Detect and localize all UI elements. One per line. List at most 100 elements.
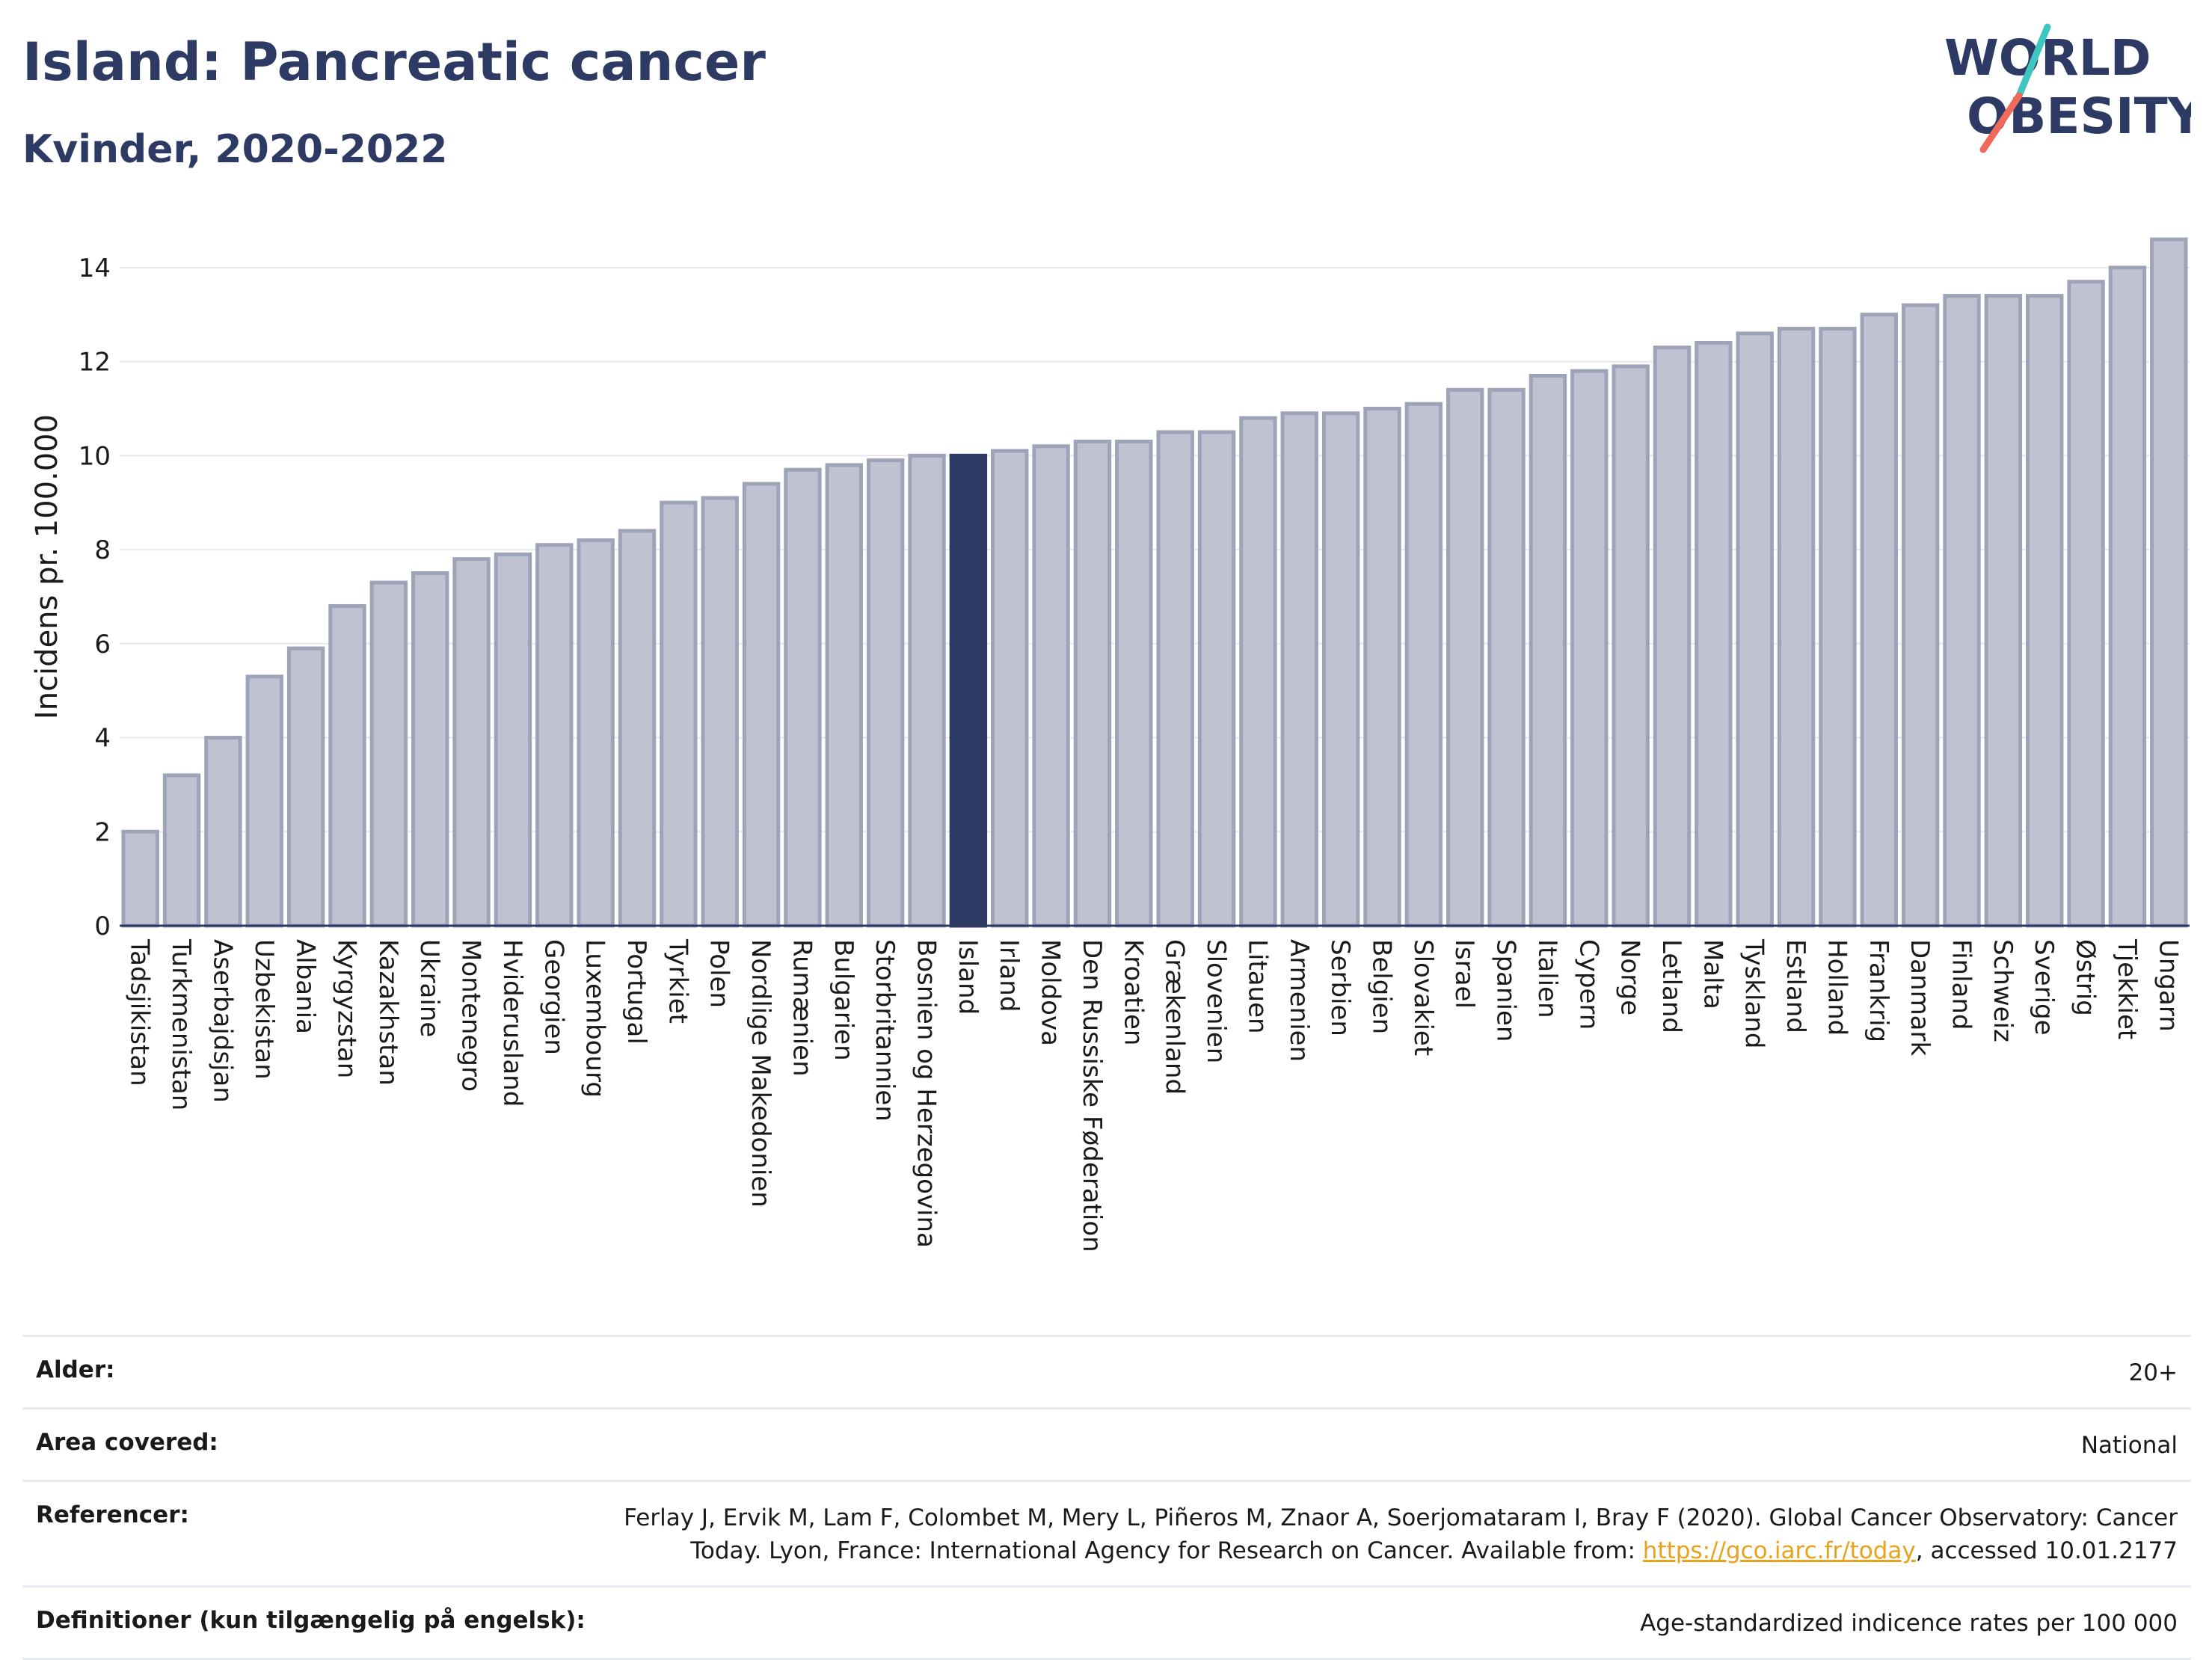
bars [121, 237, 2188, 928]
bar [452, 557, 491, 928]
bar [1197, 430, 1236, 928]
x-tick-label: Uzbekistan [249, 939, 279, 1080]
x-tick-label: Armenien [1284, 939, 1314, 1062]
x-tick-label: Nordlige Makedonien [746, 939, 775, 1208]
x-tick-label: Den Russiske Føderation [1077, 939, 1107, 1252]
age-label: Alder: [36, 1356, 115, 1383]
bar [1984, 294, 2023, 928]
bar [1612, 364, 1650, 928]
bar [1901, 303, 1940, 928]
bar [1695, 340, 1733, 928]
x-tick-label: Storbritannien [870, 939, 900, 1122]
x-tick-label: Slovakiet [1408, 939, 1438, 1056]
y-tick-label: 12 [79, 348, 111, 378]
bar [825, 463, 863, 928]
bar [1736, 331, 1774, 928]
y-tick-label: 0 [94, 912, 111, 941]
bar [1570, 369, 1609, 928]
x-tick-label: Letland [1656, 939, 1686, 1033]
y-tick-label: 8 [94, 535, 111, 565]
bar [908, 453, 946, 928]
info-row-age: Alder: 20+ [22, 1335, 2191, 1407]
x-tick-label: Italien [1532, 939, 1562, 1018]
bar [660, 500, 698, 928]
bar [1073, 439, 1112, 928]
chart-title: Island: Pancreatic cancer [22, 31, 766, 93]
area-label: Area covered: [36, 1429, 218, 1456]
bar [1446, 387, 1484, 928]
bar [328, 604, 366, 928]
y-tick-label: 10 [79, 441, 111, 471]
bar [2108, 265, 2147, 928]
info-table: Alder: 20+ Area covered: National Refere… [22, 1335, 2191, 1660]
bar [784, 467, 822, 928]
x-tick-label: Israel [1449, 939, 1479, 1009]
x-tick-label: Serbien [1325, 939, 1355, 1036]
definitions-value: Age-standardized indicence rates per 100… [1640, 1610, 2178, 1637]
age-value: 20+ [2128, 1359, 2178, 1386]
bar [1115, 439, 1153, 928]
x-tick-label: Kazakhstan [373, 939, 403, 1086]
x-tick-label: Norge [1615, 939, 1645, 1015]
bar [2026, 294, 2064, 928]
x-tick-label: Island [953, 939, 983, 1015]
y-tick-label: 14 [79, 253, 111, 283]
bar [121, 829, 159, 928]
x-tick-label: Tyskland [1739, 938, 1769, 1048]
x-tick-label: Ukraine [414, 939, 444, 1037]
bar [1363, 406, 1401, 928]
x-tick-label: Danmark [1905, 939, 1935, 1056]
bar [701, 496, 739, 928]
y-tick-label: 6 [94, 630, 111, 660]
x-tick-label: Estland [1781, 939, 1810, 1033]
x-tick-label: Kroatien [1118, 939, 1148, 1045]
x-tick-label: Tadsjikistan [125, 938, 155, 1086]
x-tick-label: Portugal [621, 939, 651, 1045]
x-tick-label: Østrig [2071, 939, 2101, 1016]
info-row-area: Area covered: National [22, 1407, 2191, 1480]
x-tick-label: Malta [1698, 939, 1727, 1009]
x-tick-label: Belgien [1366, 939, 1396, 1034]
x-tick-label: Schweiz [1988, 939, 2018, 1042]
info-row-definitions: Definitioner (kun tilgængelig på engelsk… [22, 1585, 2191, 1660]
info-row-references: Referencer: Ferlay J, Ervik M, Lam F, Co… [22, 1480, 2191, 1585]
bar [204, 736, 242, 928]
x-tick-label: Slovenien [1201, 939, 1231, 1063]
x-tick-label: Ungarn [2153, 939, 2183, 1032]
area-value: National [2080, 1432, 2178, 1459]
bar [991, 449, 1029, 928]
bar [866, 458, 905, 928]
x-tick-label: Sverige [2029, 939, 2059, 1036]
logo-slash-coral [1979, 92, 2023, 153]
x-tick-label: Montenegro [456, 939, 486, 1092]
bar [1653, 345, 1692, 928]
x-tick-label: Georgien [538, 939, 568, 1055]
references-link[interactable]: https://gco.iarc.fr/today [1642, 1537, 1916, 1564]
bar [411, 571, 449, 928]
x-tick-label: Bosnien og Herzegovina [912, 939, 941, 1248]
references-label: Referencer: [36, 1501, 189, 1528]
references-text: Ferlay J, Ervik M, Lam F, Colombet M, Me… [624, 1504, 2178, 1564]
bar-chart: 0 2 4 6 8 10 12 14 Tadsjikistan Turkmenistan Aser… [30, 237, 2190, 1252]
bar [1156, 430, 1194, 928]
y-axis-label: Incidens pr. 100.000 [30, 414, 64, 719]
chart-subtitle: Kvinder, 2020-2022 [22, 127, 448, 172]
x-tick-label: Grækenland [1160, 939, 1190, 1095]
x-tick-label: Kyrgyzstan [331, 939, 361, 1078]
bar [1943, 294, 1981, 928]
world-obesity-logo: WORLD OBESITY [1944, 23, 2191, 153]
bar [1819, 327, 1857, 928]
bar-highlight [949, 453, 988, 928]
bar [535, 543, 574, 928]
bar [742, 482, 781, 928]
y-tick-label: 4 [94, 724, 111, 754]
bar [286, 646, 325, 928]
bar [1777, 327, 1816, 928]
bar [1529, 373, 1567, 928]
references-accessed: , accessed 10.01.2177 [1915, 1537, 2178, 1564]
x-tick-label: Moldova [1036, 939, 1066, 1046]
bar [1404, 402, 1443, 928]
x-tick-labels: Tadsjikistan Turkmenistan Aserbajdsjan Uzbe… [125, 938, 2184, 1252]
bar [245, 674, 283, 928]
bar [1280, 411, 1318, 928]
